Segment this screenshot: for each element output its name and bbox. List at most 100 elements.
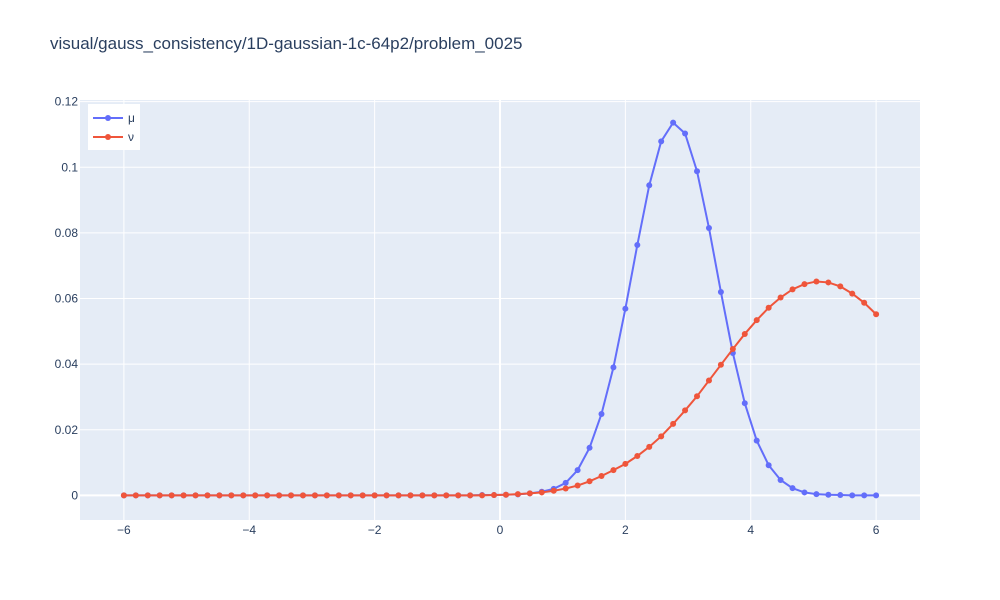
data-point bbox=[419, 492, 426, 499]
x-tick-label: −6 bbox=[117, 523, 131, 537]
data-point bbox=[431, 492, 438, 499]
data-point bbox=[801, 281, 808, 288]
data-point bbox=[717, 288, 724, 295]
legend-swatch-marker bbox=[105, 134, 111, 140]
data-point bbox=[861, 492, 868, 499]
data-point bbox=[120, 492, 127, 499]
data-point bbox=[741, 400, 748, 407]
x-tick-label: 2 bbox=[622, 523, 629, 537]
axis-ticks: −6 −4 −2 0 2 4 6 0 0.02 0.04 0.06 0.08 0.1 0.12 bbox=[55, 95, 880, 537]
data-point bbox=[622, 460, 629, 467]
data-point bbox=[395, 492, 402, 499]
data-point bbox=[646, 182, 653, 189]
y-tick-label: 0.04 bbox=[55, 357, 79, 371]
data-point bbox=[705, 377, 712, 384]
data-point bbox=[371, 492, 378, 499]
data-point bbox=[873, 492, 880, 499]
series-2 bbox=[120, 278, 880, 499]
data-point bbox=[586, 444, 593, 451]
data-point bbox=[383, 492, 390, 499]
data-point bbox=[550, 487, 557, 494]
data-point bbox=[144, 492, 151, 499]
legend-swatch-marker bbox=[105, 115, 111, 121]
y-tick-label: 0.02 bbox=[55, 423, 79, 437]
data-point bbox=[825, 491, 832, 498]
data-point bbox=[753, 437, 760, 444]
data-point bbox=[288, 492, 295, 499]
data-point bbox=[562, 485, 569, 492]
data-point bbox=[837, 283, 844, 290]
y-tick-label: 0.06 bbox=[55, 292, 79, 306]
x-tick-label: −4 bbox=[242, 523, 256, 537]
data-point bbox=[502, 491, 509, 498]
data-point bbox=[717, 361, 724, 368]
data-point bbox=[622, 305, 629, 312]
data-point bbox=[765, 304, 772, 311]
data-point bbox=[204, 492, 211, 499]
data-point bbox=[264, 492, 271, 499]
data-point bbox=[753, 317, 760, 324]
series-layer bbox=[120, 119, 880, 499]
data-point bbox=[276, 492, 283, 499]
data-point bbox=[586, 478, 593, 485]
data-point bbox=[574, 467, 581, 474]
data-point bbox=[873, 311, 880, 318]
data-point bbox=[526, 490, 533, 497]
data-point bbox=[610, 364, 617, 371]
data-point bbox=[837, 492, 844, 499]
data-point bbox=[729, 346, 736, 353]
data-point bbox=[694, 393, 701, 400]
data-point bbox=[777, 294, 784, 301]
x-tick-label: −2 bbox=[368, 523, 382, 537]
data-point bbox=[670, 119, 677, 126]
data-point bbox=[849, 492, 856, 499]
data-point bbox=[765, 462, 772, 469]
data-point bbox=[825, 279, 832, 286]
data-point bbox=[598, 473, 605, 480]
legend-label: μ bbox=[128, 111, 135, 125]
legend[interactable]: μν bbox=[88, 104, 140, 150]
data-point bbox=[335, 492, 342, 499]
data-point bbox=[801, 489, 808, 496]
data-point bbox=[813, 491, 820, 498]
data-point bbox=[813, 278, 820, 285]
y-tick-label: 0.08 bbox=[55, 226, 79, 240]
series-line bbox=[123, 280, 877, 497]
data-point bbox=[598, 411, 605, 418]
data-point bbox=[240, 492, 247, 499]
data-point bbox=[311, 492, 318, 499]
data-point bbox=[741, 330, 748, 337]
legend-item[interactable]: μ bbox=[93, 111, 135, 125]
data-point bbox=[562, 479, 569, 486]
data-point bbox=[861, 299, 868, 306]
data-point bbox=[634, 242, 641, 249]
data-point bbox=[789, 286, 796, 293]
data-point bbox=[694, 168, 701, 175]
data-point bbox=[574, 482, 581, 489]
data-point bbox=[407, 492, 414, 499]
data-point bbox=[491, 492, 498, 499]
legend-item[interactable]: ν bbox=[93, 130, 134, 144]
data-point bbox=[132, 492, 139, 499]
data-point bbox=[634, 453, 641, 460]
data-point bbox=[658, 433, 665, 440]
data-point bbox=[467, 492, 474, 499]
legend-box bbox=[88, 104, 140, 150]
data-point bbox=[156, 492, 163, 499]
y-tick-label: 0 bbox=[71, 488, 78, 502]
data-point bbox=[228, 492, 235, 499]
x-tick-label: 6 bbox=[873, 523, 880, 537]
data-point bbox=[658, 138, 665, 145]
x-tick-label: 0 bbox=[497, 523, 504, 537]
legend-label: ν bbox=[128, 130, 134, 144]
data-point bbox=[443, 492, 450, 499]
data-point bbox=[682, 407, 689, 414]
data-point bbox=[216, 492, 223, 499]
data-point bbox=[789, 485, 796, 492]
data-point bbox=[359, 492, 366, 499]
y-tick-label: 0.1 bbox=[61, 160, 78, 174]
data-point bbox=[455, 492, 462, 499]
data-point bbox=[479, 492, 486, 499]
data-point bbox=[192, 492, 199, 499]
